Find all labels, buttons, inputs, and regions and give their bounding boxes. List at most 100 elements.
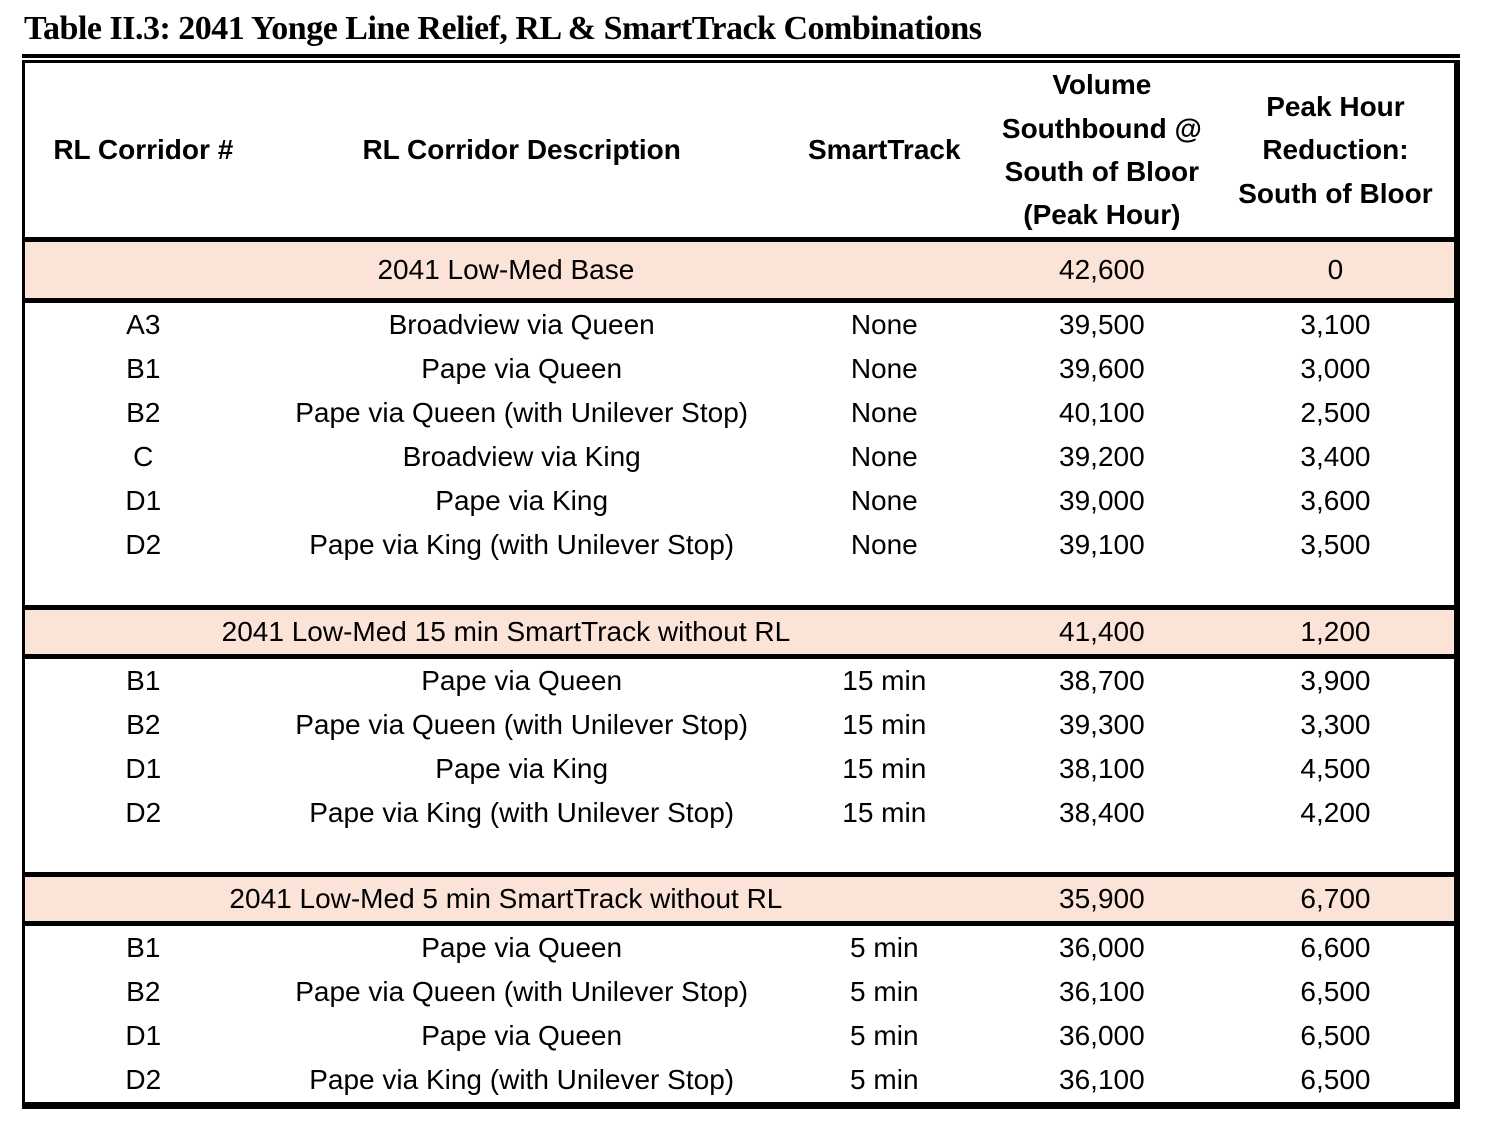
section-volume: 42,600: [986, 237, 1217, 303]
cell-volume: 39,600: [1059, 353, 1145, 384]
cell-reduction: 3,500: [1300, 529, 1371, 560]
cell-volume: 39,500: [1059, 309, 1145, 340]
cell-smarttrack: None: [850, 441, 918, 472]
cell-volume: 39,200: [1059, 441, 1145, 472]
table-row: B2 Pape via Queen (with Unilever Stop) 1…: [24, 703, 1458, 747]
cell-smarttrack: 5 min: [850, 932, 919, 963]
table-row: D1 Pape via King 15 min 38,100 4,500: [24, 747, 1458, 791]
cell-volume: 38,100: [1059, 752, 1145, 784]
table-row: B2 Pape via Queen (with Unilever Stop) 5…: [24, 970, 1458, 1014]
cell-description: Pape via King (with Unilever Stop): [309, 796, 735, 828]
cell-smarttrack: 5 min: [850, 1064, 919, 1095]
cell-corridor: D2: [125, 796, 162, 828]
cell-corridor: B1: [126, 353, 161, 384]
cell-smarttrack: None: [850, 397, 918, 428]
col-header-peak-hour-reduction: Peak Hour Reduction: South of Bloor: [1238, 90, 1433, 209]
cell-corridor: D1: [125, 485, 162, 516]
table-row: D2 Pape via King (with Unilever Stop) 5 …: [24, 1058, 1458, 1106]
cell-smarttrack: 15 min: [842, 796, 927, 828]
cell-reduction: 3,000: [1300, 353, 1371, 384]
cell-reduction: 3,300: [1300, 708, 1371, 740]
cell-description: Pape via Queen (with Unilever Stop): [295, 397, 749, 428]
col-header-rl-corridor-number: RL Corridor #: [53, 134, 234, 166]
table-row: B1 Pape via Queen 5 min 36,000 6,600: [24, 924, 1458, 971]
table-row: A3 Broadview via Queen None 39,500 3,100: [24, 301, 1458, 348]
cell-corridor: B2: [126, 708, 161, 740]
cell-smarttrack: None: [850, 485, 918, 516]
relief-combinations-table: RL Corridor # RL Corridor Description Sm…: [22, 60, 1460, 1109]
cell-reduction: 3,600: [1300, 485, 1371, 516]
table-row: C Broadview via King None 39,200 3,400: [24, 435, 1458, 479]
cell-description: Pape via Queen: [421, 932, 623, 963]
cell-reduction: 4,200: [1300, 796, 1371, 828]
cell-description: Pape via Queen (with Unilever Stop): [295, 708, 749, 740]
cell-corridor: A3: [126, 309, 161, 340]
cell-smarttrack: 15 min: [842, 664, 927, 696]
table-title: Table II.3: 2041 Yonge Line Relief, RL &…: [22, 8, 1460, 58]
cell-reduction: 6,600: [1300, 932, 1371, 963]
table-row: B2 Pape via Queen (with Unilever Stop) N…: [24, 391, 1458, 435]
column-header-row: RL Corridor # RL Corridor Description Sm…: [24, 62, 1458, 240]
table-row: B1 Pape via Queen None 39,600 3,000: [24, 347, 1458, 391]
table-row: D1 Pape via King None 39,000 3,600: [24, 479, 1458, 523]
section-label: 2041 Low-Med 5 min SmartTrack without RL: [23, 872, 987, 926]
table-row: D2 Pape via King (with Unilever Stop) 15…: [24, 791, 1458, 835]
cell-corridor: C: [133, 441, 154, 472]
cell-volume: 39,300: [1059, 708, 1145, 740]
cell-smarttrack: None: [850, 353, 918, 384]
section-reduction: 0: [1216, 237, 1457, 303]
cell-reduction: 3,100: [1300, 309, 1371, 340]
cell-volume: 39,100: [1059, 529, 1145, 560]
cell-smarttrack: 5 min: [850, 1020, 919, 1051]
cell-description: Broadview via Queen: [388, 309, 655, 340]
cell-reduction: 4,500: [1300, 752, 1371, 784]
cell-corridor: B2: [126, 397, 161, 428]
section-label: 2041 Low-Med 15 min SmartTrack without R…: [23, 604, 987, 659]
col-header-volume-southbound: Volume Southbound @ South of Bloor (Peak…: [1001, 69, 1202, 231]
cell-volume: 36,100: [1059, 1064, 1145, 1095]
cell-corridor: D2: [125, 529, 162, 560]
cell-smarttrack: 5 min: [850, 976, 919, 1007]
cell-description: Pape via Queen: [421, 1020, 623, 1051]
cell-reduction: 3,900: [1300, 664, 1371, 696]
cell-description: Broadview via King: [402, 441, 641, 472]
table-row: B1 Pape via Queen 15 min 38,700 3,900: [24, 656, 1458, 703]
cell-smarttrack: None: [850, 529, 918, 560]
cell-description: Pape via Queen (with Unilever Stop): [295, 976, 749, 1007]
cell-description: Pape via Queen: [421, 664, 623, 696]
cell-description: Pape via King: [435, 752, 609, 784]
table-row: D1 Pape via Queen 5 min 36,000 6,500: [24, 1014, 1458, 1058]
cell-smarttrack: None: [850, 309, 918, 340]
section-volume: 35,900: [986, 872, 1217, 926]
cell-description: Pape via King: [435, 485, 609, 516]
section-header-row-5min: 2041 Low-Med 5 min SmartTrack without RL…: [23, 872, 1457, 926]
cell-volume: 39,000: [1059, 485, 1145, 516]
section-reduction: 6,700: [1216, 872, 1457, 926]
cell-corridor: B1: [126, 932, 161, 963]
cell-volume: 36,000: [1059, 932, 1145, 963]
cell-corridor: B2: [126, 976, 161, 1007]
cell-volume: 36,100: [1059, 976, 1145, 1007]
cell-smarttrack: 15 min: [842, 752, 927, 784]
cell-description: Pape via King (with Unilever Stop): [309, 529, 735, 560]
spacer-row: [23, 834, 1457, 875]
cell-reduction: 6,500: [1300, 1020, 1371, 1051]
cell-corridor: B1: [126, 664, 161, 696]
section-header-row-15min: 2041 Low-Med 15 min SmartTrack without R…: [23, 604, 1457, 659]
section-volume: 41,400: [986, 604, 1217, 659]
col-header-rl-corridor-description: RL Corridor Description: [362, 134, 681, 166]
cell-description: Pape via King (with Unilever Stop): [309, 1064, 735, 1095]
cell-reduction: 2,500: [1300, 397, 1371, 428]
table-row: D2 Pape via King (with Unilever Stop) No…: [24, 523, 1458, 567]
cell-reduction: 3,400: [1300, 441, 1371, 472]
cell-volume: 36,000: [1059, 1020, 1145, 1051]
cell-volume: 38,700: [1059, 664, 1145, 696]
cell-volume: 40,100: [1059, 397, 1145, 428]
cell-volume: 38,400: [1059, 796, 1145, 828]
document-page: Table II.3: 2041 Yonge Line Relief, RL &…: [22, 8, 1460, 1109]
col-header-smarttrack: SmartTrack: [808, 134, 961, 166]
spacer-row: [23, 567, 1457, 607]
section-label: 2041 Low-Med Base: [23, 237, 987, 303]
section-header-row-base: 2041 Low-Med Base 42,600 0: [23, 237, 1457, 303]
cell-corridor: D2: [125, 1064, 162, 1095]
